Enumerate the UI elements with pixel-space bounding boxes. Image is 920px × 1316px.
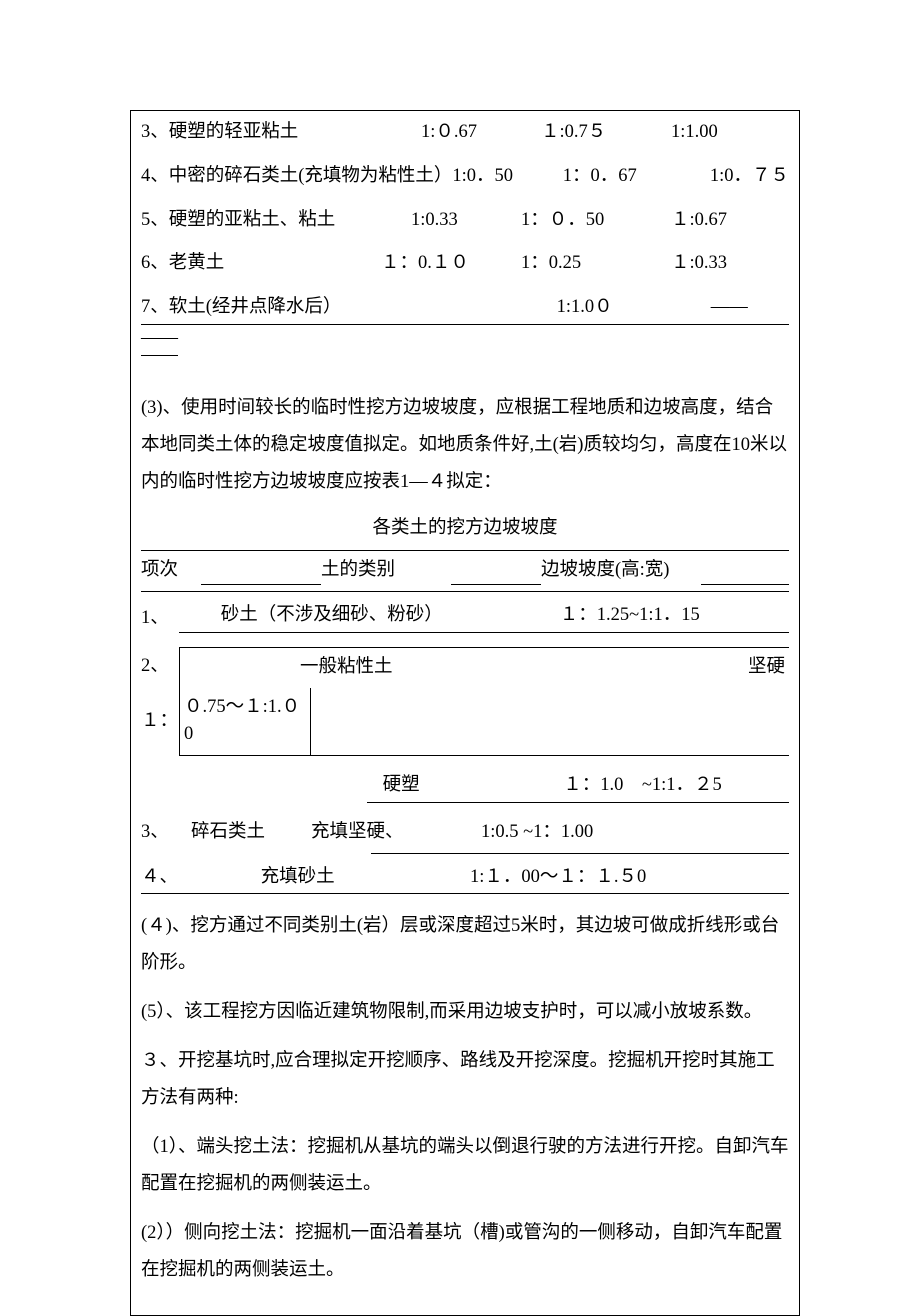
idx: 1、 [141, 605, 179, 633]
label: 3、硬塑的轻亚粘土 [141, 119, 421, 147]
right: 坚硬 [748, 654, 785, 682]
val2: 1：０．50 [521, 207, 671, 235]
val2: 1：0.25 [521, 250, 671, 278]
soil-row-3: 3、硬塑的轻亚粘土 1:０.67 １:0.7５ 1:1.00 [141, 111, 789, 155]
idx: ４、 [141, 864, 191, 895]
cat: 砂土（不涉及细砂、粉砂） [221, 602, 500, 633]
table-row-4: ４、 充填砂土 1:１．00～１：１.５0 [141, 854, 789, 895]
soil-row-7: 7、软土(经井点降水后） 1:1.0０ —— [141, 286, 789, 325]
idx: 2、 [141, 653, 169, 681]
soil-row-5: 5、硬塑的亚粘土、粘土 1:0.33 1：０．50 １:0.67 [141, 199, 789, 243]
label: 6、老黄土 [141, 250, 381, 278]
extra2: ０.75～１:1.０0 [184, 694, 306, 750]
table-title: 各类土的挖方边坡坡度 [141, 507, 789, 551]
label: 5、硬塑的亚粘土、粘土 [141, 207, 411, 235]
cat: 充填砂土 [261, 864, 361, 895]
val2: １:0.7５ [541, 119, 671, 147]
idx: 3、 [141, 819, 191, 847]
val3: １:0.33 [671, 250, 727, 278]
paragraph-5: (5）、该工程挖方因临近建筑物限制,而采用边坡支护时，可以减小放坡系数。 [141, 988, 789, 1037]
soil-row-7-tail: —— [141, 325, 789, 356]
val3: １:0.67 [671, 207, 727, 235]
val1: 1:1.0０ [500, 294, 669, 325]
slope: １：1.25~1:1．15 [560, 602, 739, 633]
extra: １： [141, 708, 178, 736]
table-row-1: 1、 砂土（不涉及细砂、粉砂） １：1.25~1:1．15 [141, 592, 789, 637]
table-row-3: 3、 碎石类土 充填坚硬、 1:0.5 ~1：1.00 [141, 803, 789, 851]
cat: 一般粘性土 [300, 654, 393, 682]
table-row-2: 2、 一般粘性土 坚硬 １： ０.75～１:1.０0 [141, 637, 789, 756]
paragraph-8: (2））侧向挖土法：挖掘机一面沿着基坑（槽)或管沟的一侧移动，自卸汽车配置在挖掘… [141, 1209, 789, 1295]
val1: 1:０.67 [421, 119, 541, 147]
paragraph-7: （1）、端头挖土法：挖掘机从基坑的端头以倒退行驶的方法进行开挖。自卸汽车配置在挖… [141, 1123, 789, 1209]
slope: 1:１．00～１：１.５0 [470, 864, 689, 895]
label: 4、中密的碎石类土(充填物为粘性土）1:0．50 [141, 163, 563, 191]
table-header: 项次 土的类别 边坡坡度(高:宽) [141, 550, 789, 592]
col-slope: 边坡坡度(高:宽) [541, 557, 701, 585]
slope: １：1.0 ~1:1．２5 [563, 772, 759, 803]
cat1: 碎石类土 [191, 819, 311, 847]
val1: １：0.１０ [381, 250, 521, 278]
content-frame: 3、硬塑的轻亚粘土 1:０.67 １:0.7５ 1:1.00 4、中密的碎石类土… [130, 110, 800, 1316]
paragraph-6: ３、开挖基坑时,应合理拟定开挖顺序、路线及开挖深度。挖掘机开挖时其施工方法有两种… [141, 1037, 789, 1123]
col-index: 项次 [141, 557, 201, 585]
col-category: 土的类别 [321, 557, 451, 585]
paragraph-3: (3)、使用时间较长的临时性挖方边坡坡度，应根据工程地质和边坡高度，结合本地同类… [141, 384, 789, 507]
val3: 1:1.00 [671, 119, 718, 147]
paragraph-4: (４)、挖方通过不同类别土(岩）层或深度超过5米时，其边坡可做成折线形或台阶形。 [141, 894, 789, 988]
soil-row-4: 4、中密的碎石类土(充填物为粘性土）1:0．50 1：0．67 1:0．７５ [141, 155, 789, 199]
val2: —— [669, 294, 789, 325]
val2: 1：0．67 [563, 163, 710, 191]
val3: 1:0．７５ [710, 163, 789, 191]
cat: 硬塑 [367, 772, 436, 803]
soil-row-6: 6、老黄土 １：0.１０ 1：0.25 １:0.33 [141, 242, 789, 286]
val3: —— [141, 325, 178, 356]
slope: 1:0.5 ~1：1.00 [481, 819, 631, 847]
val1: 1:0.33 [411, 207, 521, 235]
table-row-2b: 硬塑 １：1.0 ~1:1．２5 [141, 756, 789, 803]
cat2: 充填坚硬、 [311, 819, 481, 847]
label: 7、软土(经井点降水后） [141, 294, 500, 325]
